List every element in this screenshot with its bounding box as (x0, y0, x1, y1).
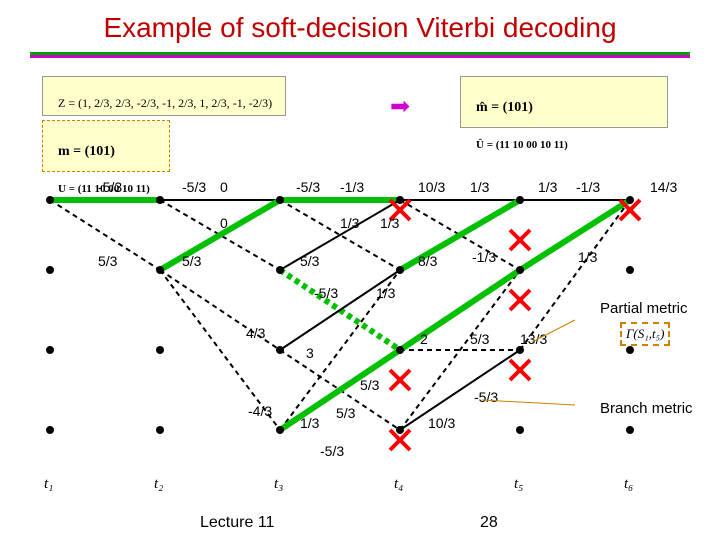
svg-text:3: 3 (306, 345, 314, 361)
svg-text:5/3: 5/3 (470, 331, 490, 347)
svg-text:-1/3: -1/3 (340, 179, 364, 195)
trellis-diagram: -5/3-5/30-5/3-1/310/31/31/3-1/314/35/35/… (20, 170, 700, 510)
svg-text:1/3: 1/3 (578, 249, 598, 265)
mhat-uhat-box: m̂ = (101) Û = (11 10 00 10 11) (460, 76, 668, 128)
m-text: m = (101) (58, 144, 115, 159)
svg-text:13/3: 13/3 (520, 331, 547, 347)
arrow-icon: ➡ (390, 92, 410, 121)
svg-text:0: 0 (220, 179, 228, 195)
svg-text:1/3: 1/3 (340, 215, 360, 231)
svg-text:1/3: 1/3 (538, 179, 558, 195)
svg-text:-5/3: -5/3 (320, 443, 344, 459)
footer-page: 28 (480, 514, 498, 532)
svg-text:1/3: 1/3 (470, 179, 490, 195)
m-u-box: m = (101) U = (11 10 00 10 11) (42, 120, 170, 172)
svg-text:14/3: 14/3 (650, 179, 677, 195)
branch-metric-label: Branch metric (600, 400, 693, 417)
svg-text:t₄: t₄ (394, 476, 403, 492)
uhat-text: Û = (11 10 00 10 11) (476, 139, 568, 151)
svg-text:1/3: 1/3 (376, 285, 396, 301)
svg-text:t₃: t₃ (274, 476, 283, 492)
title-underline (30, 52, 690, 58)
mhat-text: m̂ = (101) (476, 100, 533, 115)
partial-metric-label: Partial metric (600, 300, 688, 317)
svg-text:5/3: 5/3 (336, 405, 356, 421)
svg-text:4/3: 4/3 (246, 325, 266, 341)
svg-text:-5/3: -5/3 (98, 179, 122, 195)
svg-text:-5/3: -5/3 (296, 179, 320, 195)
svg-text:t₆: t₆ (624, 476, 633, 492)
z-text: Z = (1, 2/3, 2/3, -2/3, -1, 2/3, 1, 2/3,… (58, 96, 272, 110)
svg-text:5/3: 5/3 (182, 253, 202, 269)
svg-text:0: 0 (220, 215, 228, 231)
svg-text:2: 2 (420, 331, 428, 347)
z-vector-box: Z = (1, 2/3, 2/3, -2/3, -1, 2/3, 1, 2/3,… (42, 76, 286, 116)
svg-text:-4/3: -4/3 (248, 403, 272, 419)
svg-text:-1/3: -1/3 (576, 179, 600, 195)
svg-text:5/3: 5/3 (360, 377, 380, 393)
svg-text:t₁: t₁ (44, 476, 53, 492)
svg-text:10/3: 10/3 (428, 415, 455, 431)
svg-text:5/3: 5/3 (300, 253, 320, 269)
svg-text:-5/3: -5/3 (474, 389, 498, 405)
svg-text:10/3: 10/3 (418, 179, 445, 195)
svg-text:1/3: 1/3 (300, 415, 320, 431)
gamma-box: Γ(S₁,t₅) (620, 322, 670, 346)
slide-title: Example of soft-decision Viterbi decodin… (0, 12, 720, 44)
svg-text:-5/3: -5/3 (314, 285, 338, 301)
svg-text:1/3: 1/3 (380, 215, 400, 231)
footer-lecture: Lecture 11 (200, 514, 274, 532)
svg-text:8/3: 8/3 (418, 253, 438, 269)
svg-text:-1/3: -1/3 (472, 249, 496, 265)
svg-text:5/3: 5/3 (98, 253, 118, 269)
svg-text:t₅: t₅ (514, 476, 523, 492)
svg-text:t₂: t₂ (154, 476, 163, 492)
svg-text:-5/3: -5/3 (182, 179, 206, 195)
